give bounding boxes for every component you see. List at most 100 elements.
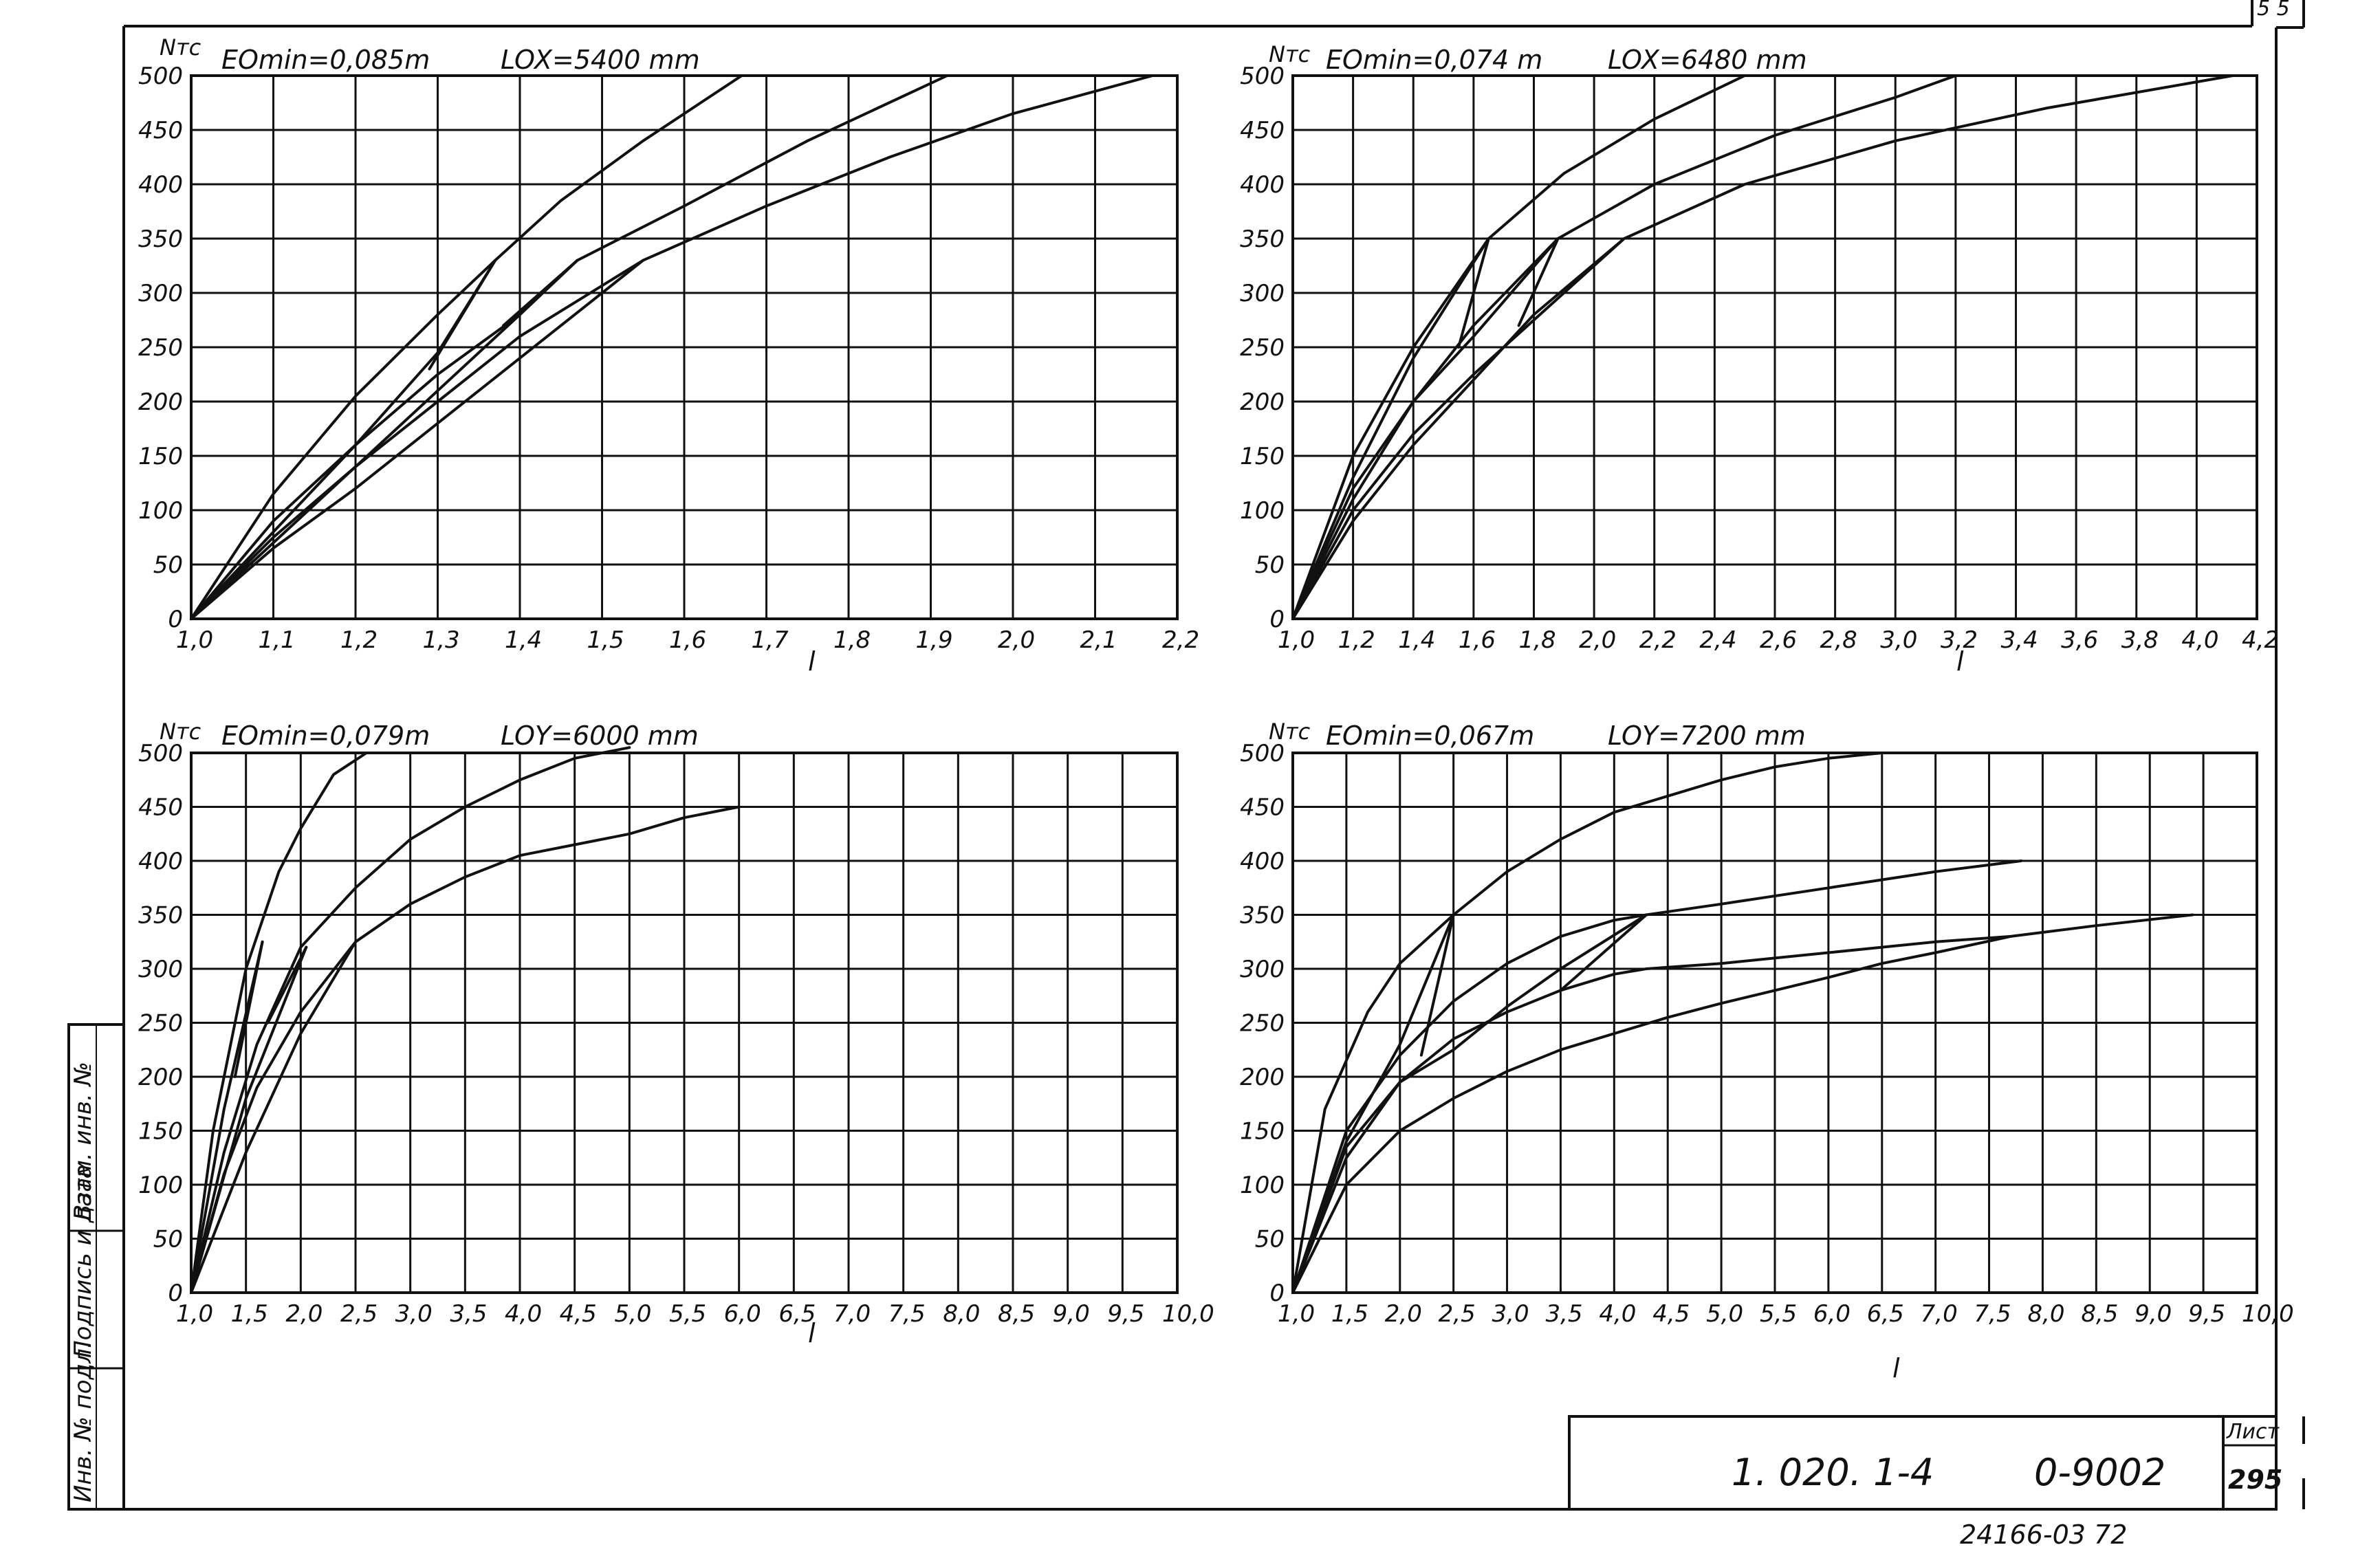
x-tick-label: 7,0 bbox=[1921, 1300, 1958, 1328]
x-tick-label: 4,0 bbox=[505, 1300, 542, 1328]
chart-panel-top-left: Nтс EOmin=0,085m LOX=5400 mm l 1,0 1,1 1,2… bbox=[138, 34, 1199, 677]
y-tick-label: 450 bbox=[1240, 794, 1285, 822]
y-tick-label: 250 bbox=[138, 334, 183, 362]
x-tick-label: 1,6 bbox=[1459, 626, 1496, 654]
x-tick-label: 7,5 bbox=[1974, 1300, 2011, 1328]
y-axis-label: Nтс bbox=[160, 34, 201, 61]
x-tick-label: 7,0 bbox=[833, 1300, 871, 1328]
y-tick-label: 350 bbox=[138, 902, 183, 930]
series-line-6 bbox=[1291, 237, 1490, 620]
x-tick-label: 1,6 bbox=[669, 626, 706, 654]
y-tick-label: 100 bbox=[1240, 1172, 1285, 1199]
x-tick-label: 2,0 bbox=[1579, 626, 1616, 654]
series-line-1 bbox=[190, 74, 743, 620]
x-tick-label: 6,0 bbox=[724, 1300, 761, 1328]
x-tick-label: 1,8 bbox=[1519, 626, 1556, 654]
x-tick-label: 2,0 bbox=[1385, 1300, 1422, 1328]
series-line-2 bbox=[190, 746, 631, 1294]
x-tick-label: 5,0 bbox=[1706, 1300, 1743, 1328]
x-tick-label: 8,5 bbox=[998, 1300, 1035, 1328]
series-line-4 bbox=[190, 259, 645, 620]
y-axis-label: Nтс bbox=[1269, 41, 1311, 67]
x-tick-label: 3,6 bbox=[2061, 626, 2098, 654]
series-line-5 bbox=[190, 945, 308, 1294]
y-axis-label: Nтс bbox=[1269, 719, 1311, 745]
y-tick-label: 0 bbox=[168, 1280, 183, 1307]
y-tick-label: 0 bbox=[1269, 606, 1285, 633]
x-tick-label: 8,0 bbox=[2027, 1300, 2064, 1328]
x-tick-label: 1,2 bbox=[1338, 626, 1375, 654]
y-tick-label: 200 bbox=[138, 388, 183, 416]
series-line-4 bbox=[1291, 934, 2012, 1294]
side-stamp-replace-inv: Взам. инв. № bbox=[69, 1062, 97, 1220]
x-tick-label: 10,0 bbox=[2242, 1300, 2294, 1328]
x-tick-label: 4,5 bbox=[1652, 1300, 1690, 1328]
grid bbox=[190, 74, 1179, 620]
y-tick-label: 150 bbox=[1240, 1118, 1285, 1146]
drawing-variant: 0-9002 bbox=[2034, 1451, 2165, 1494]
grid bbox=[190, 752, 1179, 1294]
series-line-2 bbox=[1291, 859, 2023, 1294]
x-axis-label: l bbox=[808, 646, 816, 677]
grid bbox=[1291, 74, 2258, 620]
y-tick-label: 350 bbox=[138, 226, 183, 253]
x-tick-label: 6,5 bbox=[1867, 1300, 1904, 1328]
y-tick-label: 250 bbox=[1240, 1010, 1285, 1038]
title-block: 1. 020. 1-4 0-9002 Лист 295 bbox=[1568, 1415, 2282, 1511]
y-tick-label: 300 bbox=[138, 956, 183, 983]
x-tick-label: 9,5 bbox=[1107, 1300, 1144, 1328]
series-line-3 bbox=[1291, 74, 2234, 620]
series-line-3 bbox=[1291, 913, 2194, 1294]
series-line-7 bbox=[233, 940, 264, 1078]
plot-frame bbox=[190, 752, 1179, 1294]
x-tick-label: 4,0 bbox=[2181, 626, 2218, 654]
x-tick-label: 2,4 bbox=[1699, 626, 1736, 654]
y-tick-label: 400 bbox=[1240, 848, 1285, 875]
x-tick-label: 3,5 bbox=[450, 1300, 487, 1328]
length-label: LOY=7200 mm bbox=[1608, 721, 1806, 751]
chart-panel-bottom-right: Nтс EOmin=0,067m LOY=7200 mm l 1,0 1,5 2,0… bbox=[1240, 719, 2294, 1383]
x-tick-label: 2,5 bbox=[340, 1300, 378, 1328]
x-tick-label: 2,0 bbox=[998, 626, 1035, 654]
x-tick-label: 2,1 bbox=[1080, 626, 1117, 654]
x-axis-label: l bbox=[1892, 1353, 1900, 1383]
corner-mark: 5 5 bbox=[2257, 0, 2290, 21]
x-axis-label: l bbox=[1956, 646, 1964, 677]
x-tick-label: 4,0 bbox=[1599, 1300, 1636, 1328]
x-tick-label: 2,8 bbox=[1820, 626, 1857, 654]
y-tick-label: 300 bbox=[138, 280, 183, 307]
drawing-code: 1. 020. 1-4 bbox=[1732, 1451, 1934, 1494]
x-tick-label: 5,0 bbox=[614, 1300, 651, 1328]
y-tick-label: 150 bbox=[1240, 443, 1285, 470]
y-tick-label: 0 bbox=[1269, 1280, 1285, 1307]
y-tick-label: 50 bbox=[153, 1226, 183, 1253]
length-label: LOX=5400 mm bbox=[501, 45, 700, 75]
y-tick-label: 50 bbox=[153, 551, 183, 579]
x-tick-label: 3,0 bbox=[1880, 626, 1917, 654]
emin-label: EOmin=0,085m bbox=[221, 45, 430, 75]
plot-frame bbox=[1291, 752, 2258, 1294]
series-line-7 bbox=[428, 259, 497, 371]
x-tick-label: 2,5 bbox=[1439, 1300, 1476, 1328]
sheet-label: Лист bbox=[2226, 1420, 2280, 1444]
y-tick-label: 450 bbox=[138, 794, 183, 822]
x-tick-label: 1,0 bbox=[176, 626, 213, 654]
plot-frame bbox=[1291, 74, 2258, 620]
x-tick-label: 1,4 bbox=[505, 626, 542, 654]
y-tick-label: 500 bbox=[1240, 63, 1285, 90]
x-tick-label: 1,3 bbox=[423, 626, 460, 654]
y-tick-label: 100 bbox=[1240, 497, 1285, 525]
y-tick-label: 300 bbox=[1240, 956, 1285, 983]
series-line-8 bbox=[502, 259, 579, 327]
x-tick-label: 4,2 bbox=[2242, 626, 2279, 654]
x-tick-label: 2,2 bbox=[1162, 626, 1199, 654]
series-line-5 bbox=[190, 259, 579, 620]
x-tick-label: 1,8 bbox=[833, 626, 871, 654]
series-line-6 bbox=[190, 940, 264, 1294]
x-tick-label: 1,9 bbox=[916, 626, 953, 654]
x-tick-label: 1,0 bbox=[176, 1300, 213, 1328]
x-tick-label: 8,0 bbox=[943, 1300, 980, 1328]
x-tick-label: 1,5 bbox=[231, 1300, 268, 1328]
series-line-8 bbox=[1517, 237, 1560, 327]
x-tick-label: 6,0 bbox=[1813, 1300, 1850, 1328]
